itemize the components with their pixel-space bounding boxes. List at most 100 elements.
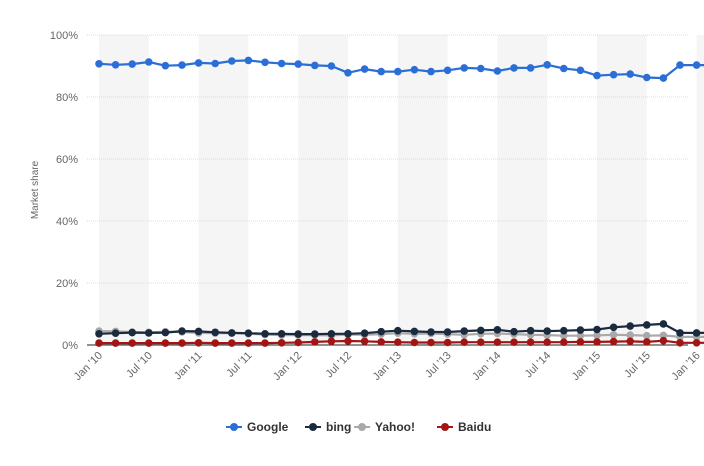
data-point[interactable] <box>377 327 386 336</box>
data-point[interactable] <box>659 74 668 82</box>
data-point[interactable] <box>394 326 402 335</box>
data-point[interactable] <box>659 320 668 328</box>
data-point[interactable] <box>277 330 286 338</box>
data-point[interactable] <box>360 65 369 73</box>
data-point[interactable] <box>294 60 303 68</box>
data-point[interactable] <box>460 64 469 72</box>
data-point[interactable] <box>161 339 170 347</box>
data-point[interactable] <box>477 64 485 73</box>
data-point[interactable] <box>692 329 701 337</box>
data-point[interactable] <box>128 60 136 68</box>
data-point[interactable] <box>609 337 618 346</box>
data-point[interactable] <box>676 329 684 337</box>
data-point[interactable] <box>543 61 551 69</box>
data-point[interactable] <box>244 56 253 65</box>
data-point[interactable] <box>178 339 186 347</box>
data-point[interactable] <box>344 69 352 77</box>
data-point[interactable] <box>410 327 419 336</box>
data-point[interactable] <box>510 64 518 72</box>
data-point[interactable] <box>460 338 469 347</box>
data-point[interactable] <box>609 70 618 79</box>
data-point[interactable] <box>576 326 585 334</box>
data-point[interactable] <box>211 328 219 337</box>
data-point[interactable] <box>526 64 535 72</box>
data-point[interactable] <box>211 339 219 347</box>
data-point[interactable] <box>128 339 136 347</box>
data-point[interactable] <box>626 70 634 78</box>
data-point[interactable] <box>111 329 120 338</box>
data-point[interactable] <box>294 338 303 347</box>
data-point[interactable] <box>327 337 336 346</box>
data-point[interactable] <box>493 338 502 347</box>
data-point[interactable] <box>427 67 435 76</box>
data-point[interactable] <box>394 67 402 76</box>
data-point[interactable] <box>526 326 535 335</box>
data-point[interactable] <box>95 339 103 347</box>
data-point[interactable] <box>443 328 452 336</box>
data-point[interactable] <box>626 337 634 346</box>
data-point[interactable] <box>111 61 120 69</box>
data-point[interactable] <box>228 57 236 65</box>
data-point[interactable] <box>294 330 303 338</box>
data-point[interactable] <box>194 59 203 67</box>
data-point[interactable] <box>427 338 435 347</box>
data-point[interactable] <box>261 339 269 347</box>
data-point[interactable] <box>95 330 103 338</box>
data-point[interactable] <box>145 329 153 337</box>
data-point[interactable] <box>178 61 186 69</box>
data-point[interactable] <box>543 327 551 335</box>
data-point[interactable] <box>560 338 568 347</box>
data-point[interactable] <box>311 330 319 338</box>
legend-item-baidu[interactable]: Baidu <box>437 420 491 434</box>
data-point[interactable] <box>493 67 502 75</box>
data-point[interactable] <box>344 330 352 338</box>
data-point[interactable] <box>95 60 103 68</box>
data-point[interactable] <box>443 338 452 347</box>
data-point[interactable] <box>394 338 402 347</box>
data-point[interactable] <box>261 58 269 67</box>
data-point[interactable] <box>510 338 518 347</box>
data-point[interactable] <box>211 59 219 68</box>
data-point[interactable] <box>560 326 568 335</box>
data-point[interactable] <box>261 330 269 338</box>
data-point[interactable] <box>609 323 618 332</box>
data-point[interactable] <box>277 59 286 68</box>
data-point[interactable] <box>576 338 585 346</box>
data-point[interactable] <box>443 66 452 75</box>
data-point[interactable] <box>244 329 253 338</box>
data-point[interactable] <box>576 66 585 75</box>
data-point[interactable] <box>244 339 253 347</box>
data-point[interactable] <box>277 339 286 347</box>
data-point[interactable] <box>659 336 668 345</box>
data-point[interactable] <box>460 327 469 335</box>
data-point[interactable] <box>593 331 601 340</box>
data-point[interactable] <box>676 339 684 347</box>
data-point[interactable] <box>427 328 435 336</box>
data-point[interactable] <box>377 67 386 76</box>
data-point[interactable] <box>543 338 551 347</box>
legend-item-bing[interactable]: bing <box>305 420 351 434</box>
data-point[interactable] <box>626 331 634 339</box>
data-point[interactable] <box>111 339 120 347</box>
data-point[interactable] <box>161 328 170 337</box>
data-point[interactable] <box>145 58 153 66</box>
data-point[interactable] <box>576 331 585 340</box>
data-point[interactable] <box>643 331 651 340</box>
data-point[interactable] <box>643 73 651 82</box>
data-point[interactable] <box>161 61 170 70</box>
legend[interactable]: Google bing Yahoo! Baidu <box>226 420 491 434</box>
data-point[interactable] <box>526 338 535 347</box>
data-point[interactable] <box>477 338 485 347</box>
data-point[interactable] <box>593 71 601 80</box>
data-point[interactable] <box>327 330 336 338</box>
data-point[interactable] <box>145 339 153 347</box>
data-point[interactable] <box>344 337 352 345</box>
data-point[interactable] <box>410 338 419 347</box>
legend-item-yahoo-[interactable]: Yahoo! <box>354 420 415 434</box>
data-point[interactable] <box>676 61 684 69</box>
data-point[interactable] <box>311 61 319 70</box>
data-point[interactable] <box>477 326 485 335</box>
data-point[interactable] <box>194 327 203 336</box>
data-point[interactable] <box>692 339 701 347</box>
data-point[interactable] <box>643 338 651 346</box>
